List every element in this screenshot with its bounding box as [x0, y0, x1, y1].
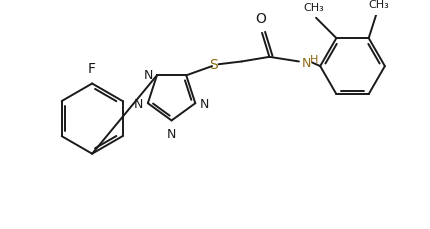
- Text: N: N: [200, 97, 209, 110]
- Text: F: F: [87, 62, 95, 76]
- Text: N: N: [144, 69, 153, 82]
- Text: N: N: [302, 57, 311, 70]
- Text: H: H: [310, 55, 318, 64]
- Text: S: S: [209, 58, 218, 72]
- Text: CH₃: CH₃: [369, 0, 389, 10]
- Text: CH₃: CH₃: [303, 3, 324, 13]
- Text: N: N: [167, 127, 176, 140]
- Text: N: N: [134, 97, 143, 110]
- Text: O: O: [255, 12, 267, 26]
